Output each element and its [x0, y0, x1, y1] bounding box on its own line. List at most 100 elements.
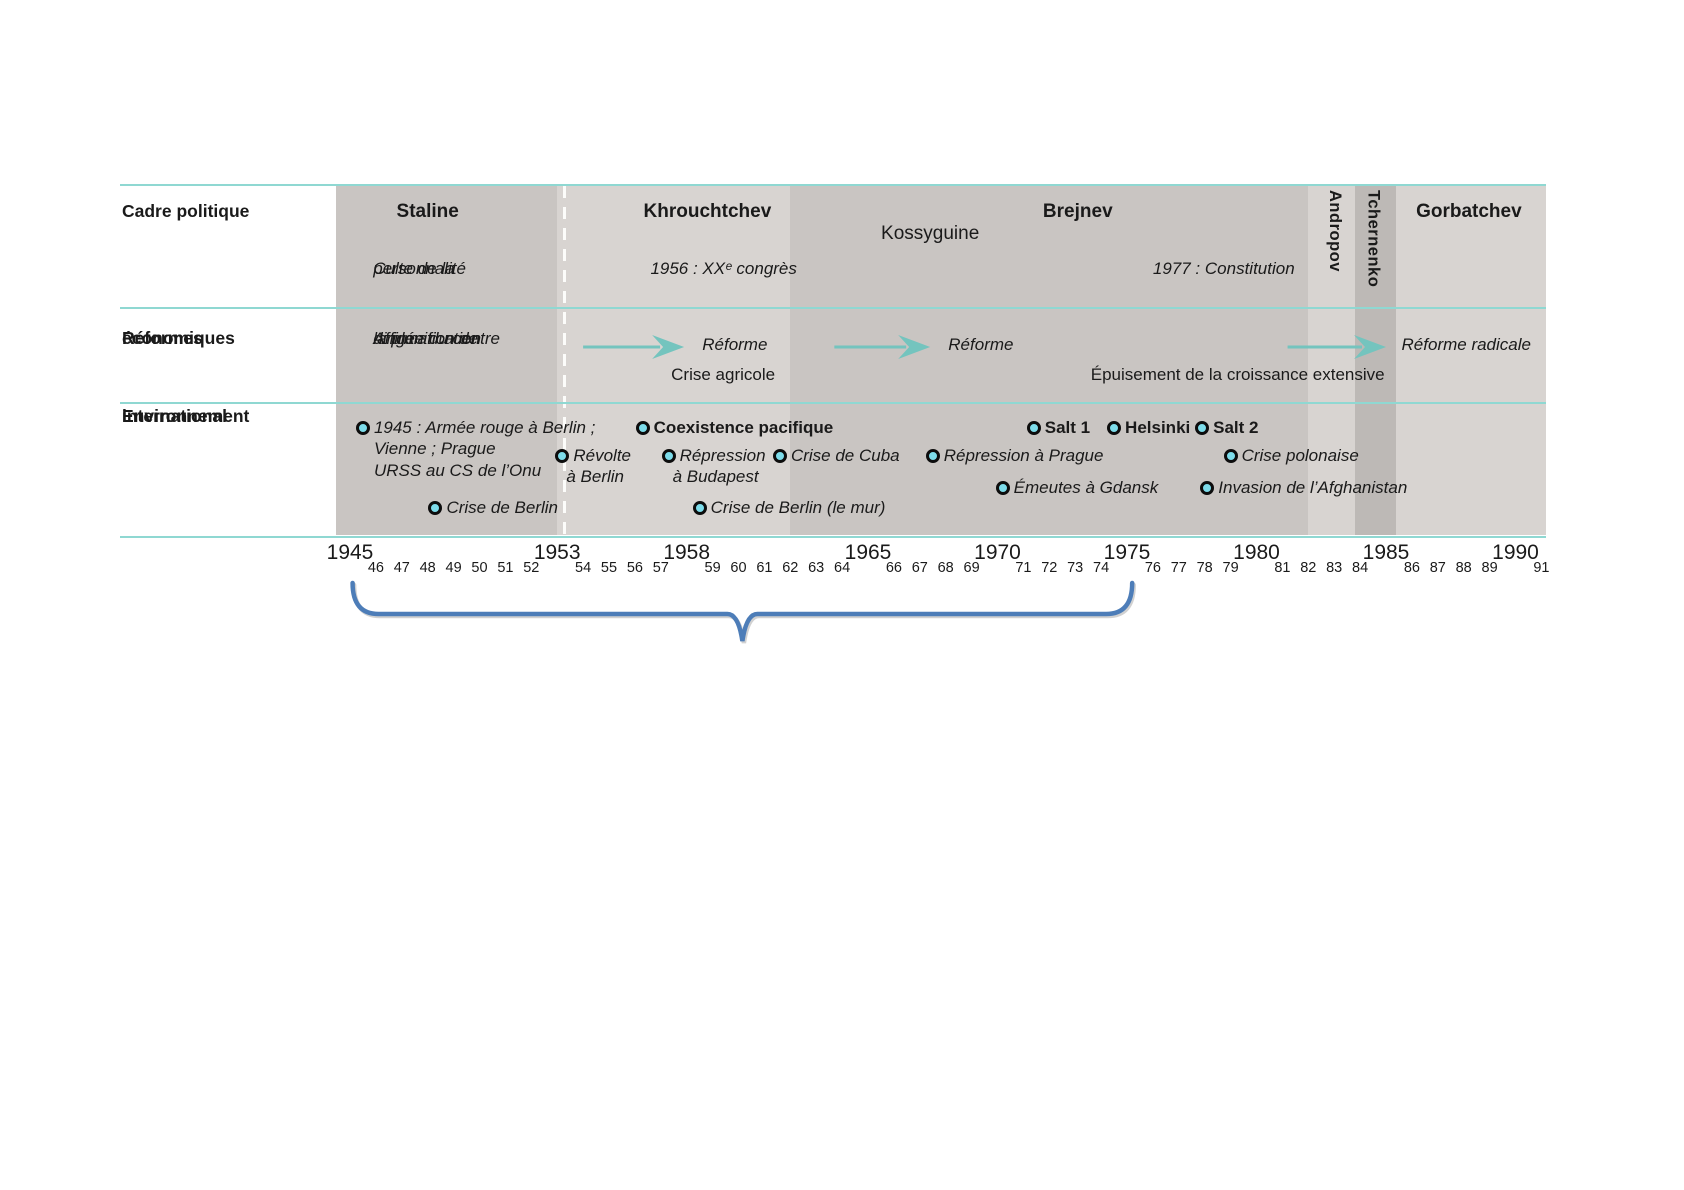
axis-year-1949: 49: [445, 560, 462, 576]
axis-year-1947: 47: [393, 560, 410, 576]
axis-year-1981: 81: [1274, 560, 1291, 576]
event-bullet-icon: [772, 449, 787, 463]
event-1945-armee-rouge-a-berlin: 1945 : Armée rouge à Berlin ;: [373, 418, 596, 437]
leader-staline: Staline: [396, 201, 459, 222]
event-bullet-icon: [555, 449, 570, 463]
reform-label-reforme-radicale: Réforme radicale: [1401, 335, 1531, 354]
axis-year-1980: 1980: [1233, 541, 1280, 564]
row-separator: [120, 536, 1546, 538]
axis-year-1948: 48: [419, 560, 436, 576]
event-bullet-icon: [1200, 481, 1215, 495]
note-line: personnalité: [373, 259, 466, 278]
event-crise-de-berlin: Crise de Berlin: [446, 498, 558, 517]
event-1945-armee-rouge-a-berlin-line: URSS au CS de l’Onu: [373, 460, 542, 480]
axis-year-1982: 82: [1300, 560, 1317, 576]
note-line: Culte de la: [373, 259, 455, 278]
row-label-line: Cadre politique: [122, 201, 250, 221]
event-bullet-icon: [1026, 421, 1041, 435]
axis-year-1984: 84: [1352, 560, 1369, 576]
axis-year-1986: 86: [1403, 560, 1420, 576]
axis-year-1954: 54: [575, 560, 592, 576]
axis-year-1972: 72: [1041, 560, 1058, 576]
axis-year-1977: 77: [1170, 560, 1187, 576]
axis-year-1967: 67: [911, 560, 928, 576]
axis-year-1968: 68: [937, 560, 954, 576]
event-crise-de-cuba: Crise de Cuba: [790, 446, 900, 465]
event-salt-2: Salt 2: [1213, 418, 1259, 437]
note-line: 1977 : Constitution: [1152, 259, 1295, 278]
era-band-andropov: [1308, 186, 1355, 535]
row-label-line: économiques: [122, 328, 235, 348]
axis-year-1974: 74: [1093, 560, 1110, 576]
timeline-brace-shadow: [351, 582, 1136, 644]
era-band-brejnev: [790, 186, 1309, 535]
event-emeutes-a-gdansk: Émeutes à Gdansk: [1013, 478, 1159, 497]
event-bullet-icon: [995, 481, 1010, 495]
reform-label-epuisement-de-la-croissance-extensive: Épuisement de la croissance extensive: [1090, 365, 1385, 384]
axis-year-1973: 73: [1067, 560, 1084, 576]
leader-gorbatchev: Gorbatchev: [1416, 201, 1522, 222]
axis-year-1987: 87: [1429, 560, 1446, 576]
event-crise-de-berlin-le-mur: Crise de Berlin (le mur): [710, 498, 886, 517]
axis-year-1969: 69: [963, 560, 980, 576]
event-helsinki: Helsinki: [1125, 418, 1191, 437]
axis-year-1983: 83: [1326, 560, 1343, 576]
era-divider-dashed: [562, 186, 566, 535]
event-coexistence-pacifique: Coexistence pacifique: [653, 418, 834, 437]
axis-year-1959: 59: [704, 560, 721, 576]
axis-year-1946: 46: [367, 560, 384, 576]
timeline-brace: [350, 580, 1135, 642]
era-band-gorbatchev: [1396, 186, 1546, 535]
note-line: la planification: [373, 329, 482, 348]
row-separator: [120, 184, 1546, 186]
event-salt-1: Salt 1: [1044, 418, 1091, 437]
note-line: Affirmation de: [373, 329, 479, 348]
era-band-staline: [336, 186, 558, 535]
row-separator: [120, 307, 1546, 309]
axis-year-1962: 62: [782, 560, 799, 576]
axis-year-1970: 1970: [974, 541, 1021, 564]
event-repression-line: à Budapest: [672, 467, 759, 486]
event-bullet-icon: [428, 501, 443, 515]
row-label-line: Réformes: [122, 328, 203, 348]
event-crise-polonaise: Crise polonaise: [1241, 446, 1359, 465]
event-bullet-icon: [355, 421, 370, 435]
event-invasion-de-l-afghanistan: Invasion de l’Afghanistan: [1218, 478, 1408, 497]
axis-year-1955: 55: [600, 560, 618, 576]
axis-year-1956: 56: [626, 560, 643, 576]
axis-year-1964: 64: [834, 560, 851, 576]
axis-year-1985: 1985: [1362, 541, 1410, 564]
axis-year-1960: 60: [730, 560, 747, 576]
row-separator: [120, 402, 1546, 404]
leader-kossyguine: Kossyguine: [881, 223, 980, 244]
axis-year-1950: 50: [471, 560, 488, 576]
axis-year-1966: 66: [885, 560, 902, 576]
note-line: dirigée du centre: [373, 329, 500, 348]
axis-year-1957: 57: [652, 560, 669, 576]
axis-year-1989: 89: [1481, 560, 1498, 576]
leader-andropov: Andropov: [1325, 190, 1344, 272]
era-band-tchernenko: [1354, 186, 1397, 535]
event-bullet-icon: [661, 449, 676, 463]
axis-year-1953: 1953: [533, 541, 581, 564]
axis-year-1958: 1958: [663, 541, 711, 564]
axis-year-1990: 1990: [1492, 541, 1539, 564]
event-1945-armee-rouge-a-berlin-line: Vienne ; Prague: [373, 439, 496, 458]
event-bullet-icon: [1195, 421, 1210, 435]
event-revolte: Révolte: [573, 446, 632, 465]
axis-year-1988: 88: [1455, 560, 1472, 576]
event-repression: Répression: [679, 446, 766, 465]
axis-year-1971: 71: [1015, 560, 1032, 576]
leader-brejnev: Brejnev: [1042, 201, 1113, 222]
axis-year-1951: 51: [497, 560, 514, 576]
axis-year-1975: 1975: [1103, 541, 1151, 564]
note-line: 1956 : XXᵉ congrès: [650, 259, 797, 278]
leader-tchernenko: Tchernenko: [1364, 190, 1383, 288]
axis-year-1965: 1965: [844, 541, 892, 564]
event-repression-a-prague: Répression à Prague: [943, 446, 1104, 465]
axis-year-1963: 63: [808, 560, 825, 576]
axis-year-1961: 61: [756, 560, 773, 576]
axis-year-1979: 79: [1222, 560, 1239, 576]
